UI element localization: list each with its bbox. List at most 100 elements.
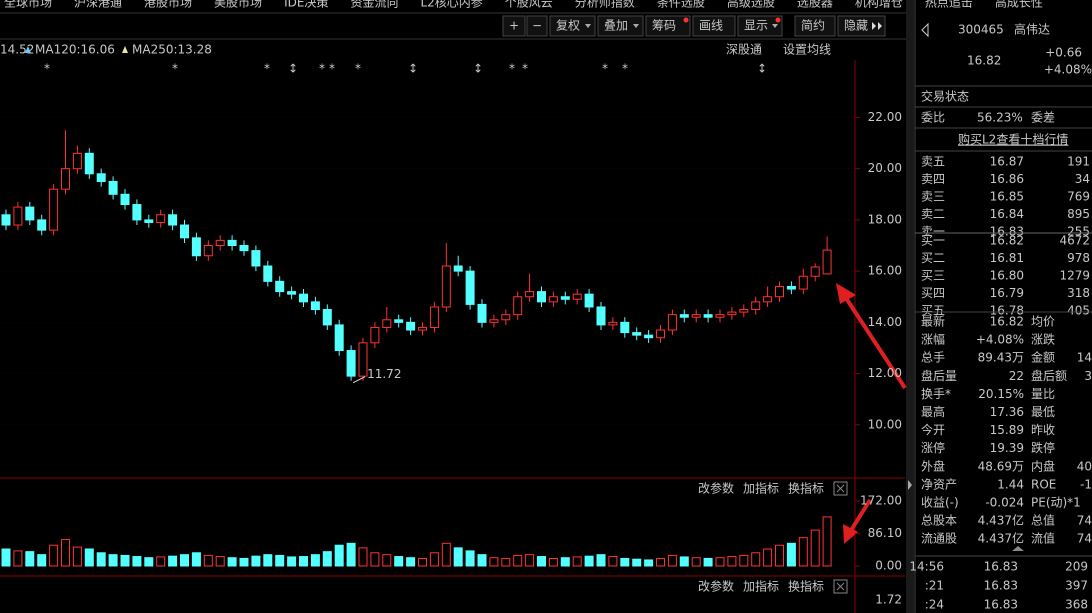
event-marker[interactable]: * [355,62,361,76]
candle-body [441,265,451,308]
event-marker[interactable]: ↕ [408,62,418,76]
panel-tool[interactable]: 改参数 [698,481,734,496]
volume-bar [61,539,70,567]
menu-item[interactable]: 全球市场 [4,0,52,10]
menu-item[interactable]: 条件选股 [657,0,705,10]
menu-item[interactable]: 沪深港通 [74,0,122,10]
candle-body [239,245,249,252]
menu-item[interactable]: 选股器 [797,0,833,10]
candle-body [180,224,189,239]
tick-volume: 368 [1065,598,1088,612]
bid-label: 买一 [921,234,945,248]
stat-cell: 流值 [1031,531,1055,546]
toolbar-label: 复权 [556,19,580,33]
event-marker[interactable]: ↕ [473,62,483,76]
toolbar-button[interactable] [645,15,691,37]
sub-axis-label: 1.72 [875,593,902,607]
y-tick-label: 10.00 [868,417,902,431]
menu-item[interactable]: 机构增仓 [855,0,903,10]
order-ratio: 委差 [1031,111,1055,125]
panel-tool[interactable]: 加指标 [743,579,779,594]
menu-item[interactable]: 个股风云 [505,0,553,10]
panel-tool[interactable]: 换指标 [788,481,824,496]
volume-bar [84,548,94,567]
candle-body [120,193,130,206]
stat-cell: 最高 [921,404,945,419]
event-marker[interactable]: * [329,62,335,76]
event-marker[interactable]: * [319,62,325,76]
annotation-arrow [848,498,872,534]
menu-item[interactable]: 美股市场 [214,0,262,10]
stat-cell: 跌停 [1031,440,1055,455]
toolbar-label: − [532,19,542,33]
toolbar-button[interactable] [737,15,783,37]
event-marker[interactable]: * [172,62,178,76]
alert-dot [775,17,781,23]
candle-body [501,314,511,321]
menu-item[interactable]: 分析师指数 [575,0,635,10]
event-marker[interactable]: * [622,62,628,76]
menu-item[interactable]: L2核心内参 [420,0,482,10]
candle-body [203,245,213,257]
menu-item[interactable]: IDE决策 [284,0,328,10]
toolbar-button[interactable] [502,15,526,37]
event-marker[interactable]: ↕ [288,62,298,76]
candle-body [715,314,725,318]
menu-item[interactable]: 高成长性 [995,0,1043,10]
panel-tool[interactable]: 加指标 [743,481,779,496]
volume-bar [156,556,166,567]
stat-cell: 3 [1084,369,1092,383]
event-marker[interactable]: * [264,62,270,76]
candle-body [632,332,642,336]
stat-cell: 总值 [1031,513,1055,528]
candle-body [513,296,523,316]
toolbar-button[interactable] [549,15,596,37]
event-marker[interactable]: * [44,62,50,76]
ask-volume: 191 [1067,155,1090,169]
ask-price: 16.83 [990,225,1024,239]
event-marker[interactable]: * [602,62,608,76]
back-arrow[interactable] [921,22,929,38]
l2-link[interactable]: 购买L2查看十档行情 [958,132,1068,147]
toolbar-button[interactable] [837,15,886,37]
ask-label: 卖一 [921,225,945,239]
chart-link[interactable]: 设置均线 [783,43,831,57]
event-marker[interactable]: ↕ [757,62,767,76]
y-tick-label: 172.00 [860,494,902,508]
candle-body [584,293,594,308]
toolbar-button[interactable] [526,15,548,37]
menu-item[interactable]: 热点追击 [925,0,973,10]
menu-item[interactable]: 资金流向 [350,0,398,10]
volume-bar [144,557,154,567]
stat-cell: 均价 [1031,315,1055,329]
toolbar-button[interactable] [692,15,736,37]
menu-item[interactable]: 高级选股 [727,0,775,10]
volume-bar [501,557,511,567]
panel-tool[interactable]: 改参数 [698,579,734,594]
volume-bar [632,558,642,567]
stats-collapse[interactable] [1012,546,1024,551]
volume-bar [429,552,439,567]
side-splitter[interactable] [906,0,914,613]
bid-price: 16.79 [990,286,1024,300]
event-marker[interactable]: * [509,62,515,76]
stat-cell: 总手 [921,351,945,365]
chart-link[interactable]: 深股通 [726,43,762,57]
toolbar-button[interactable] [597,15,644,37]
candle-body [263,265,273,282]
event-marker[interactable]: * [522,62,528,76]
panel-tool[interactable]: 换指标 [788,579,824,594]
menu-item[interactable]: 港股市场 [144,0,192,10]
stock-code: 300465 [958,23,1004,37]
candle-body [156,214,166,223]
volume-bar [418,557,427,567]
panel-close[interactable] [833,481,848,496]
y-tick-label: 22.00 [868,110,902,124]
candle-body [477,303,487,323]
stat-cell: 17.36 [990,405,1024,419]
stat-cell: 15.89 [990,423,1024,437]
toolbar-button[interactable] [794,15,836,37]
panel-close[interactable] [833,579,848,594]
candle-body [429,306,439,328]
candle-body [798,275,808,290]
